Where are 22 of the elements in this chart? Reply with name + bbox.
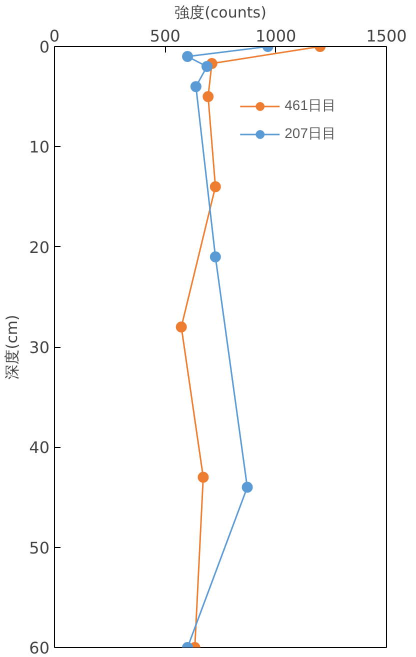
point (176, 321, 187, 332)
y-tick-label: 50 (29, 538, 50, 558)
point (198, 472, 209, 483)
point (242, 482, 253, 493)
point (202, 91, 214, 102)
point (182, 51, 194, 62)
x-axis-title: 強度(counts) (174, 4, 266, 22)
y-tick-label: 40 (29, 438, 50, 458)
legend-label: 461日目 (284, 97, 336, 115)
point (210, 251, 221, 262)
x-tick-label: 500 (150, 26, 180, 46)
y-axis-title: 深度(cm) (3, 314, 22, 380)
legend-label: 207日目 (284, 125, 336, 143)
point (202, 61, 212, 72)
y-tick-label: 30 (29, 338, 50, 357)
x-tick-label: 1500 (366, 26, 407, 46)
point (210, 181, 221, 192)
x-tick-label: 1000 (255, 26, 296, 46)
y-tick-label: 10 (29, 138, 50, 157)
y-tick-label: 60 (29, 638, 50, 657)
point (190, 81, 202, 92)
y-tick-label: 20 (29, 238, 50, 257)
